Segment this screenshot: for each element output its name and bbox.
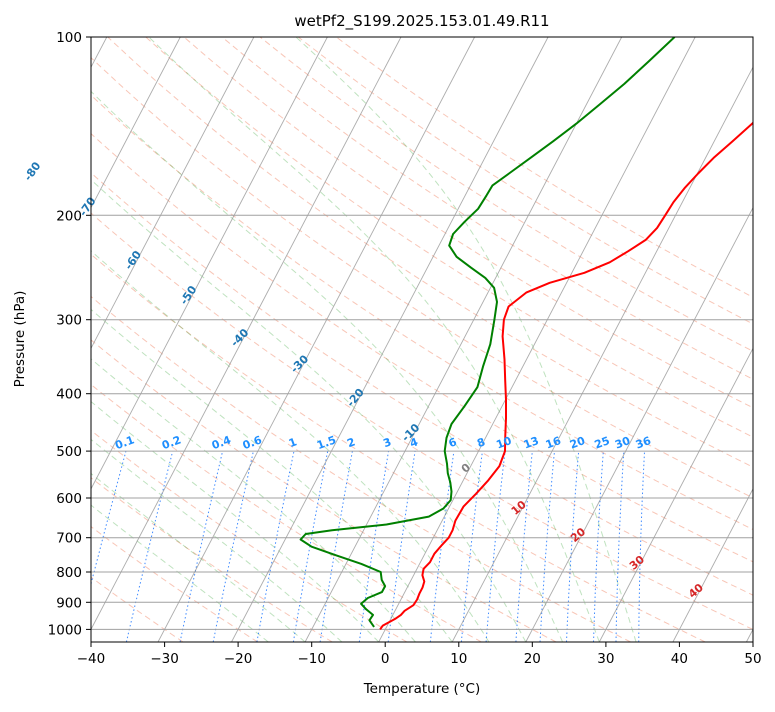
- y-tick-label: 900: [56, 595, 82, 611]
- x-tick-label: 30: [597, 651, 614, 667]
- y-tick-label: 600: [56, 491, 82, 507]
- y-tick-label: 300: [56, 313, 82, 329]
- chart-title: wetPf2_S199.2025.153.01.49.R11: [294, 12, 549, 31]
- y-tick-label: 1000: [48, 622, 82, 638]
- x-tick-label: −10: [297, 651, 326, 667]
- x-tick-label: 40: [671, 651, 688, 667]
- y-tick-label: 400: [56, 387, 82, 403]
- y-tick-label: 500: [56, 444, 82, 460]
- y-tick-label: 100: [56, 30, 82, 46]
- x-tick-label: −30: [150, 651, 179, 667]
- x-tick-label: 0: [381, 651, 390, 667]
- y-tick-label: 700: [56, 531, 82, 547]
- y-tick-label: 200: [56, 208, 82, 224]
- x-tick-label: −20: [224, 651, 253, 667]
- x-tick-label: 10: [450, 651, 467, 667]
- x-tick-label: 50: [744, 651, 761, 667]
- x-axis-label: Temperature (°C): [363, 681, 481, 697]
- x-tick-label: 20: [524, 651, 541, 667]
- y-tick-label: 800: [56, 565, 82, 581]
- y-axis-label: Pressure (hPa): [12, 291, 28, 388]
- x-tick-label: −40: [77, 651, 106, 667]
